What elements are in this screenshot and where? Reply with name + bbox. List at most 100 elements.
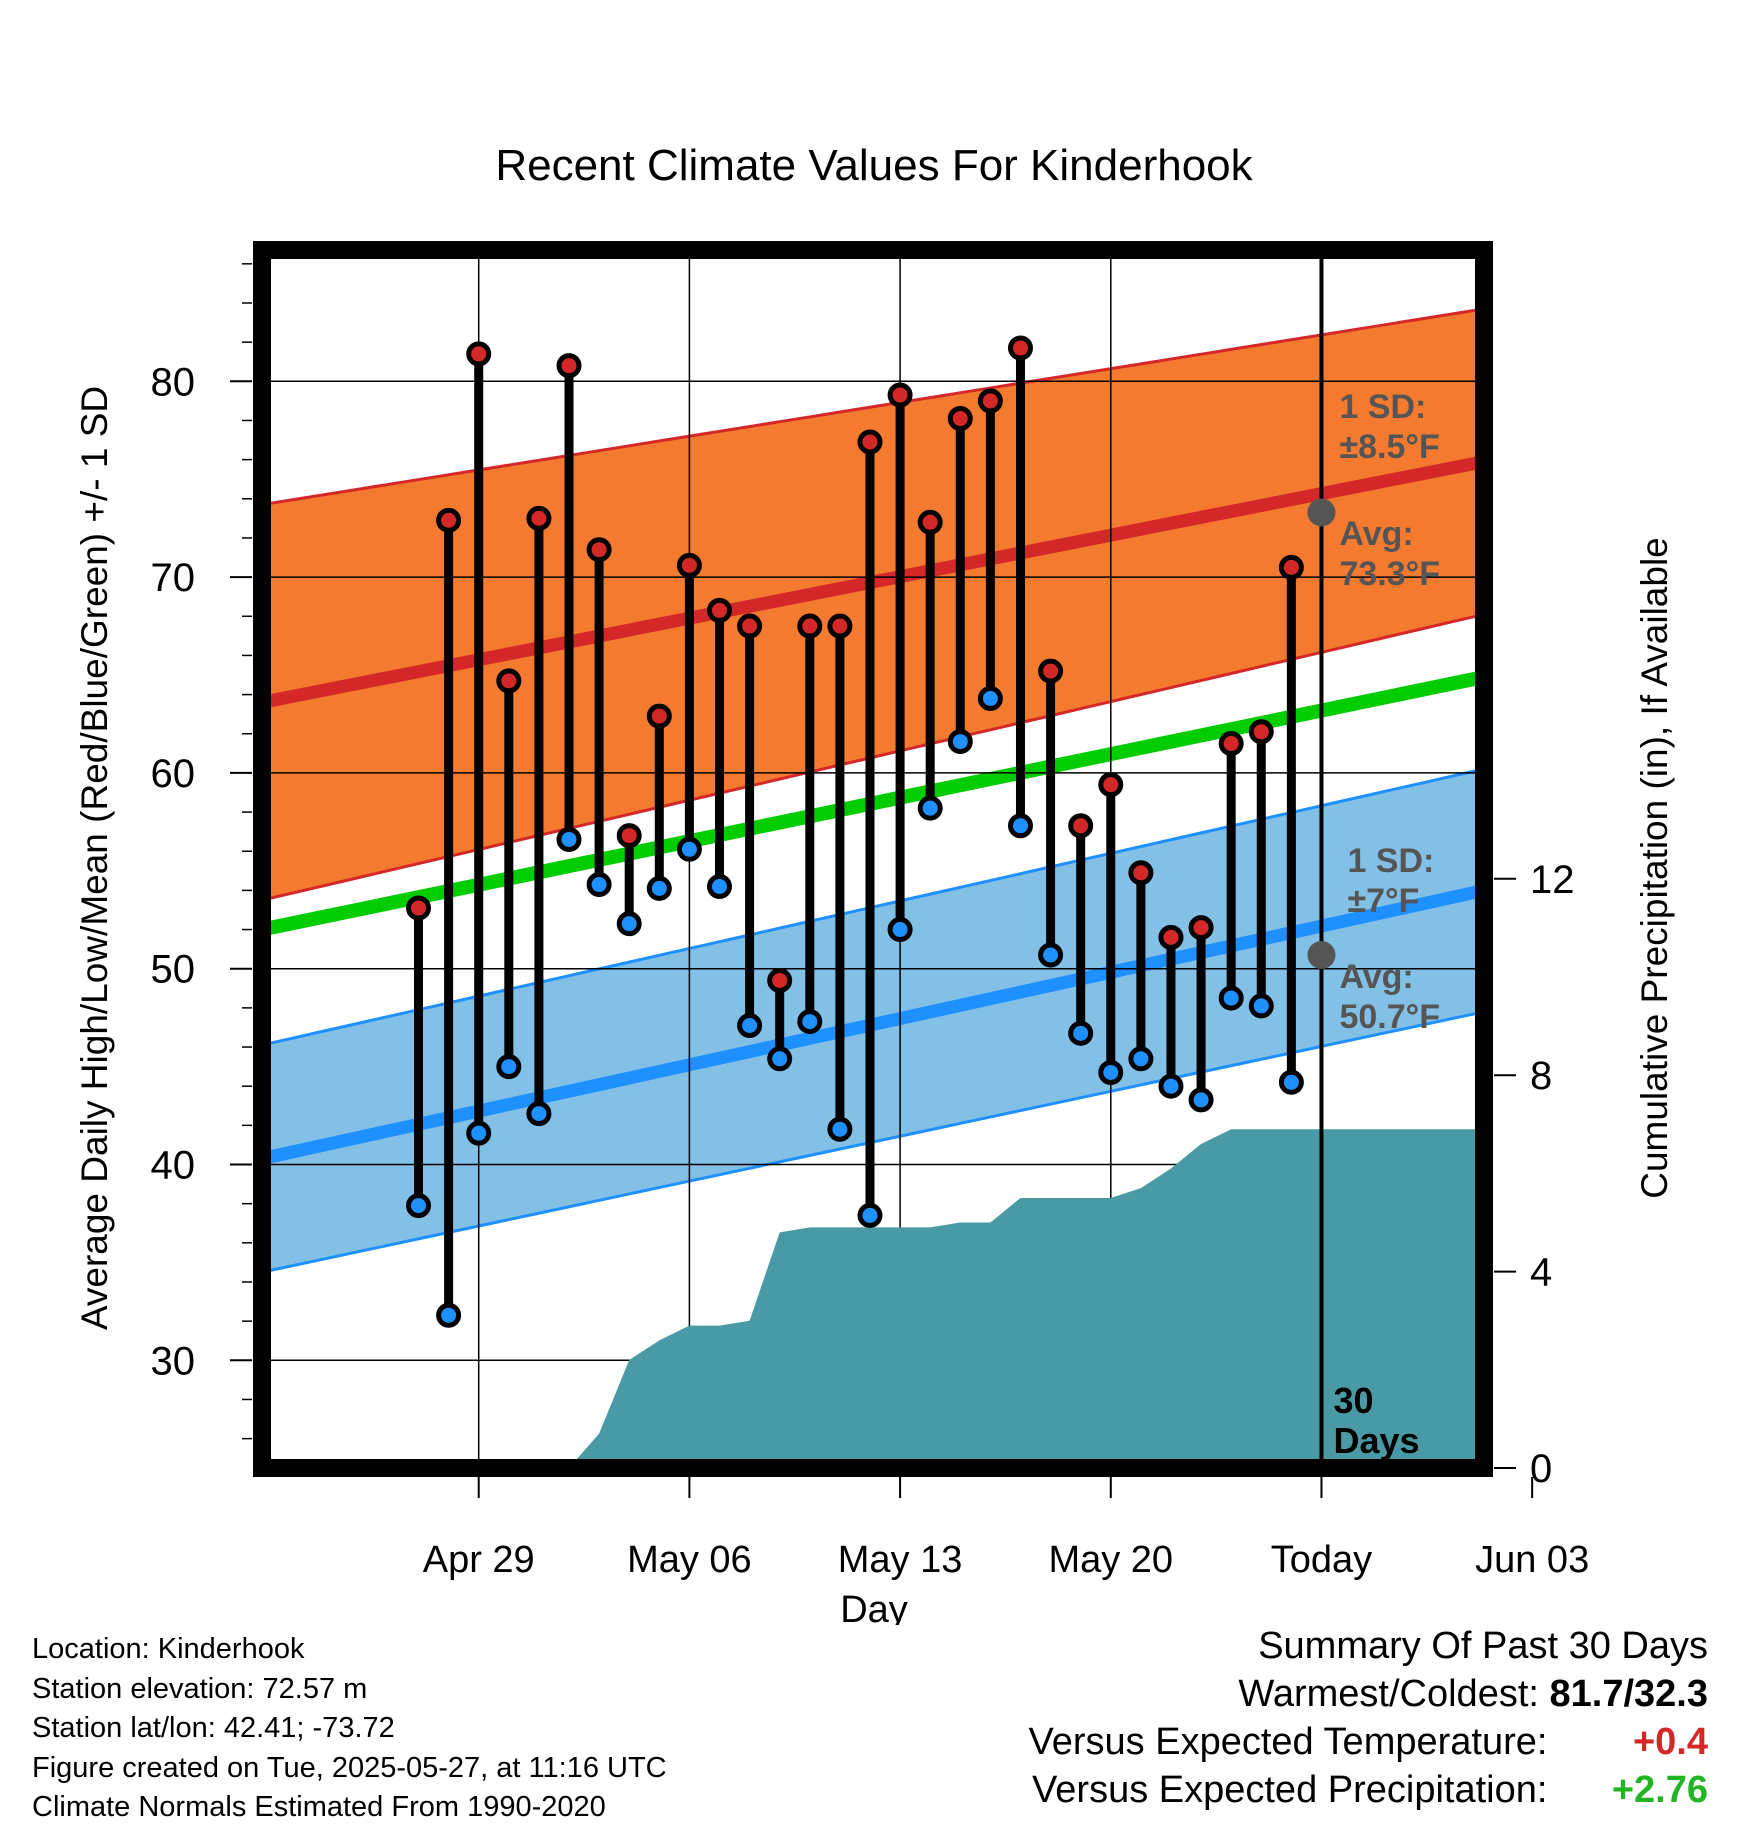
high-sd-annotation-line1: 1 SD: bbox=[1339, 388, 1426, 426]
daily-high-point bbox=[977, 388, 1003, 414]
daily-high-point bbox=[1128, 860, 1154, 886]
daily-high-point bbox=[526, 505, 552, 531]
daily-low-point bbox=[1007, 813, 1033, 839]
high-avg-annotation-line2: 73.3°F bbox=[1339, 555, 1440, 593]
daily-high-point bbox=[947, 406, 973, 432]
today-days-word: Days bbox=[1333, 1420, 1419, 1461]
climate-chart: Recent Climate Values For Kinderhook 1 S… bbox=[74, 141, 1675, 1625]
daily-high-point bbox=[767, 967, 793, 993]
y-left-tick-label: 40 bbox=[151, 1144, 196, 1188]
daily-low-point bbox=[1218, 985, 1244, 1011]
daily-high-point bbox=[1158, 924, 1184, 950]
precip-value: +2.76 bbox=[1611, 1769, 1708, 1811]
x-tick-label: May 20 bbox=[1048, 1539, 1173, 1581]
daily-low-point bbox=[737, 1012, 763, 1038]
x-axis-label: Day bbox=[840, 1589, 908, 1625]
summary-title: Summary Of Past 30 Days bbox=[1258, 1625, 1708, 1667]
summary-precip-row: Versus Expected Precipitation: +2.76 bbox=[1029, 1766, 1708, 1814]
elevation-text: Station elevation: 72.57 m bbox=[32, 1672, 368, 1705]
daily-high-point bbox=[857, 429, 883, 455]
daily-high-point bbox=[406, 895, 432, 921]
daily-low-point bbox=[1188, 1087, 1214, 1113]
daily-low-point bbox=[767, 1046, 793, 1072]
summary-temp-row: Versus Expected Temperature: +0.4 bbox=[1029, 1718, 1708, 1766]
daily-high-point bbox=[1278, 554, 1304, 580]
created-text: Figure created on Tue, 2025-05-27, at 11… bbox=[32, 1751, 667, 1784]
daily-high-point bbox=[1068, 813, 1094, 839]
daily-high-point bbox=[1098, 772, 1124, 798]
today-days-count: 30 bbox=[1333, 1380, 1373, 1421]
daily-low-point bbox=[917, 795, 943, 821]
chart-title: Recent Climate Values For Kinderhook bbox=[495, 141, 1253, 190]
daily-high-point bbox=[676, 552, 702, 578]
daily-high-point bbox=[1007, 335, 1033, 361]
x-tick-label: Apr 29 bbox=[423, 1539, 535, 1581]
y-axis-left-label: Average Daily High/Low/Mean (Red/Blue/Gr… bbox=[74, 386, 115, 1330]
daily-high-point bbox=[1038, 658, 1064, 684]
y-left-tick-label: 70 bbox=[151, 556, 196, 600]
temp-label: Versus Expected Temperature: bbox=[1028, 1721, 1548, 1763]
today-low-average-point bbox=[1307, 941, 1336, 970]
daily-low-point bbox=[526, 1101, 552, 1127]
y-right-tick-label: 0 bbox=[1530, 1447, 1552, 1491]
y-axis-right-label: Cumulative Precipitation (in), If Availa… bbox=[1634, 537, 1675, 1199]
x-tick-label: May 06 bbox=[627, 1539, 752, 1581]
warmest-value: 81.7/32.3 bbox=[1549, 1673, 1708, 1715]
daily-low-point bbox=[406, 1193, 432, 1219]
daily-low-point bbox=[947, 729, 973, 755]
normals-text: Climate Normals Estimated From 1990-2020 bbox=[32, 1791, 606, 1823]
daily-high-point bbox=[496, 668, 522, 694]
x-tick-label: Jun 03 bbox=[1475, 1539, 1589, 1581]
daily-low-point bbox=[887, 917, 913, 943]
plot-frame bbox=[253, 241, 1493, 1477]
daily-high-point bbox=[616, 823, 642, 849]
warmest-label: Warmest/Coldest: bbox=[1238, 1673, 1539, 1715]
daily-high-point bbox=[706, 597, 732, 623]
daily-low-point bbox=[436, 1302, 462, 1328]
daily-low-point bbox=[616, 911, 642, 937]
daily-low-point bbox=[1038, 942, 1064, 968]
daily-high-point bbox=[1188, 915, 1214, 941]
daily-high-point bbox=[466, 341, 492, 367]
daily-high-point bbox=[797, 613, 823, 639]
daily-low-point bbox=[857, 1202, 883, 1228]
daily-low-point bbox=[797, 1009, 823, 1035]
x-tick-label: May 13 bbox=[838, 1539, 963, 1581]
daily-high-point bbox=[737, 613, 763, 639]
daily-low-point bbox=[466, 1120, 492, 1146]
daily-low-point bbox=[676, 836, 702, 862]
high-avg-annotation-line1: Avg: bbox=[1339, 515, 1413, 553]
daily-low-point bbox=[1248, 993, 1274, 1019]
location-text: Location: Kinderhook bbox=[32, 1633, 305, 1665]
daily-low-point bbox=[496, 1054, 522, 1080]
y-right-tick-label: 8 bbox=[1530, 1054, 1552, 1098]
temp-value: +0.4 bbox=[1632, 1721, 1708, 1763]
y-left-tick-label: 30 bbox=[151, 1339, 196, 1383]
low-sd-annotation-line2: ±7°F bbox=[1347, 882, 1419, 920]
daily-low-point bbox=[1278, 1069, 1304, 1095]
latlon-text: Station lat/lon: 42.41; -73.72 bbox=[32, 1712, 395, 1744]
y-left-tick-label: 50 bbox=[151, 948, 196, 992]
precipitation-area bbox=[569, 1129, 1484, 1468]
summary-warmest-row: Warmest/Coldest: 81.7/32.3 bbox=[1029, 1670, 1708, 1718]
daily-high-point bbox=[1248, 719, 1274, 745]
summary-panel: Summary Of Past 30 Days Warmest/Coldest:… bbox=[1029, 1622, 1708, 1814]
x-tick-label: Today bbox=[1271, 1539, 1372, 1581]
low-avg-annotation-line2: 50.7°F bbox=[1339, 998, 1440, 1036]
daily-low-point bbox=[1068, 1020, 1094, 1046]
y-left-tick-label: 60 bbox=[151, 752, 196, 796]
daily-low-point bbox=[646, 875, 672, 901]
daily-high-point bbox=[436, 507, 462, 533]
daily-low-point bbox=[827, 1116, 853, 1142]
high-sd-annotation-line2: ±8.5°F bbox=[1339, 428, 1439, 466]
daily-high-point bbox=[887, 382, 913, 408]
daily-low-point bbox=[977, 686, 1003, 712]
daily-high-point bbox=[1218, 731, 1244, 757]
y-right-tick-label: 12 bbox=[1530, 858, 1575, 902]
daily-high-point bbox=[586, 537, 612, 563]
daily-low-point bbox=[1158, 1073, 1184, 1099]
precip-label: Versus Expected Precipitation: bbox=[1032, 1769, 1548, 1811]
daily-low-point bbox=[556, 826, 582, 852]
daily-low-point bbox=[706, 873, 732, 899]
daily-high-point bbox=[646, 703, 672, 729]
